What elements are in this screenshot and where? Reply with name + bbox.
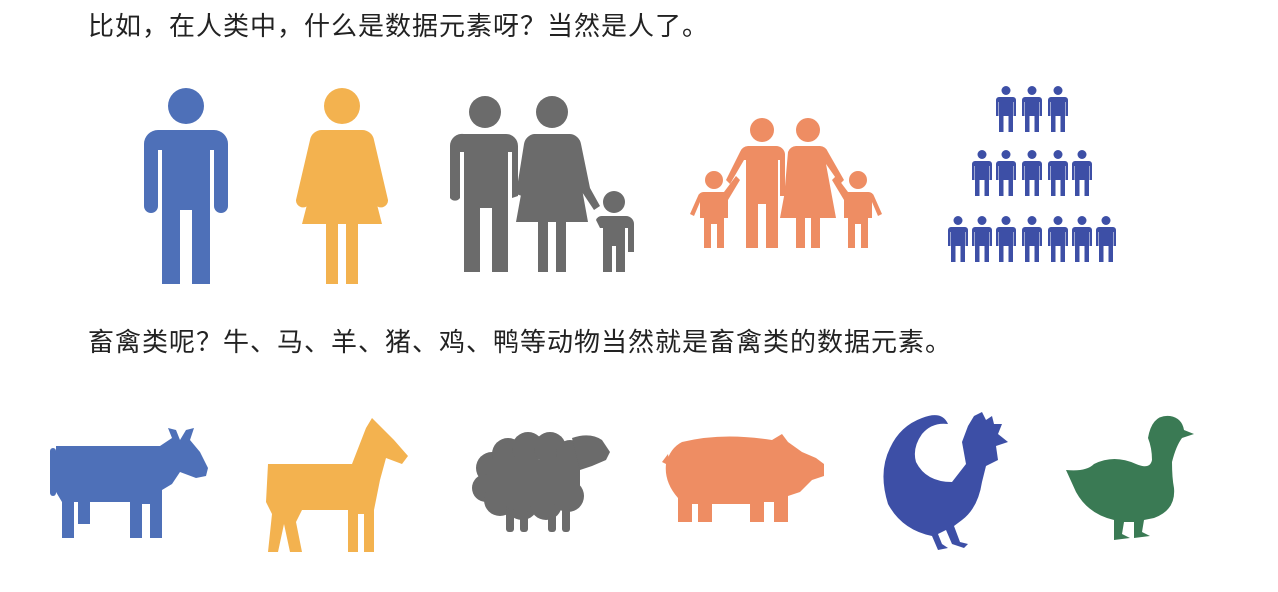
man-icon <box>138 88 234 288</box>
duck-icon <box>1064 414 1196 546</box>
family-icon <box>690 118 882 252</box>
couple-with-child-icon <box>449 96 640 276</box>
intro-sentence-livestock: 畜禽类呢？牛、马、羊、猪、鸡、鸭等动物当然就是畜禽类的数据元素。 <box>88 328 953 358</box>
cow-icon <box>50 428 210 540</box>
rooster-icon <box>882 412 1010 552</box>
sheep-icon <box>472 430 612 534</box>
intro-sentence-people: 比如，在人类中，什么是数据元素呀？当然是人了。 <box>88 12 710 42</box>
horse-icon <box>262 418 410 554</box>
pig-icon <box>662 432 826 524</box>
woman-icon <box>292 88 392 288</box>
crowd-icon <box>944 84 1120 280</box>
